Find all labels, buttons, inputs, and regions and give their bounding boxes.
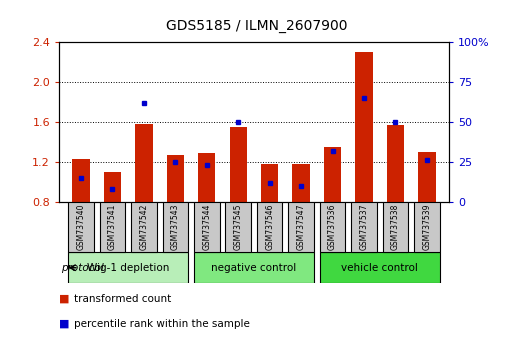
Bar [194, 252, 314, 283]
Bar [320, 252, 440, 283]
Bar [351, 202, 377, 252]
Bar [104, 172, 121, 202]
Text: GSM737542: GSM737542 [140, 204, 148, 250]
Bar [356, 52, 372, 202]
Text: GSM737536: GSM737536 [328, 204, 337, 250]
Text: GSM737541: GSM737541 [108, 204, 117, 250]
Bar [163, 202, 188, 252]
Bar [292, 164, 310, 202]
Bar [72, 159, 90, 202]
Bar [288, 202, 314, 252]
Bar [387, 125, 404, 202]
Bar [261, 164, 278, 202]
Text: GSM737545: GSM737545 [234, 204, 243, 250]
Text: Wig-1 depletion: Wig-1 depletion [87, 263, 169, 273]
Text: GSM737543: GSM737543 [171, 204, 180, 250]
Text: vehicle control: vehicle control [341, 263, 418, 273]
Bar [167, 155, 184, 202]
Bar [226, 202, 251, 252]
Text: percentile rank within the sample: percentile rank within the sample [74, 319, 250, 329]
Text: negative control: negative control [211, 263, 297, 273]
Bar [229, 127, 247, 202]
Text: GSM737537: GSM737537 [360, 204, 368, 250]
Text: protocol: protocol [62, 263, 104, 273]
Bar [198, 153, 215, 202]
Bar [320, 202, 345, 252]
Bar [257, 202, 282, 252]
Bar [324, 147, 341, 202]
Text: transformed count: transformed count [74, 294, 172, 304]
Text: GSM737544: GSM737544 [202, 204, 211, 250]
Text: GSM737539: GSM737539 [422, 204, 431, 250]
Bar [414, 202, 440, 252]
Text: GSM737546: GSM737546 [265, 204, 274, 250]
Text: GSM737547: GSM737547 [297, 204, 306, 250]
Text: ■: ■ [59, 319, 69, 329]
Text: ■: ■ [59, 294, 69, 304]
Bar [131, 202, 156, 252]
Bar [194, 202, 220, 252]
Bar [68, 202, 94, 252]
Bar [100, 202, 125, 252]
Text: GSM737540: GSM737540 [76, 204, 86, 250]
Bar [383, 202, 408, 252]
Bar [68, 252, 188, 283]
Bar [135, 124, 152, 202]
Bar [418, 152, 436, 202]
Text: GDS5185 / ILMN_2607900: GDS5185 / ILMN_2607900 [166, 19, 347, 34]
Text: GSM737538: GSM737538 [391, 204, 400, 250]
